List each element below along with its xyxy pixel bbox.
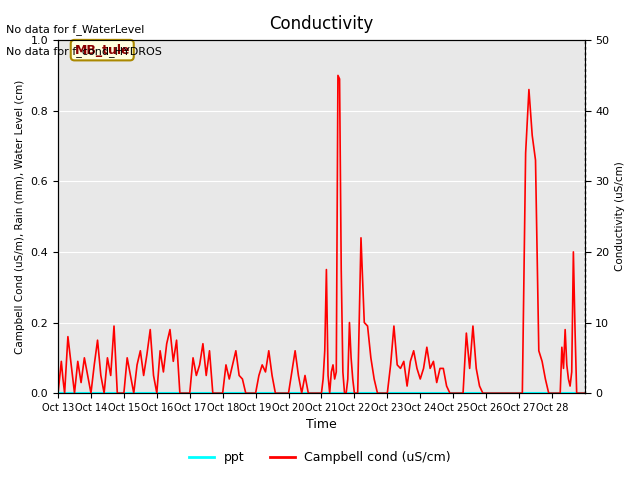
X-axis label: Time: Time: [306, 419, 337, 432]
Text: MB_tule: MB_tule: [74, 44, 130, 57]
Y-axis label: Conductivity (uS/cm): Conductivity (uS/cm): [615, 162, 625, 272]
Y-axis label: Campbell Cond (uS/m), Rain (mm), Water Level (cm): Campbell Cond (uS/m), Rain (mm), Water L…: [15, 80, 25, 354]
Title: Conductivity: Conductivity: [269, 15, 374, 33]
Legend: ppt, Campbell cond (uS/cm): ppt, Campbell cond (uS/cm): [184, 446, 456, 469]
Text: No data for f_WaterLevel: No data for f_WaterLevel: [6, 24, 145, 35]
Text: No data for f_cond_HYDROS: No data for f_cond_HYDROS: [6, 46, 163, 57]
